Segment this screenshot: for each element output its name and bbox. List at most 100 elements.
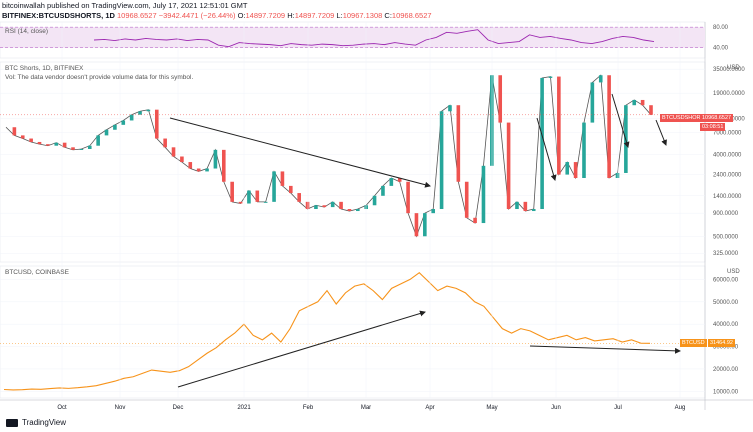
tradingview-logo-icon — [6, 418, 18, 427]
time-axis-label: Jun — [551, 405, 561, 411]
shorts-tick-label: 7000.0000 — [713, 130, 742, 136]
shorts-last-value-tag: 10968.6527 — [700, 114, 734, 122]
shorts-candle — [372, 195, 377, 206]
open-value: 14897.7209 — [245, 11, 286, 20]
shorts-countdown: 03:08:51 — [702, 124, 724, 130]
open-label: O: — [237, 11, 246, 20]
shorts-candle — [531, 209, 536, 212]
shorts-candle — [29, 138, 33, 142]
publish-info: bitcoinwallah published on TradingView.c… — [2, 1, 248, 10]
shorts-candle — [255, 190, 260, 202]
shorts-candle — [12, 127, 17, 136]
shorts-candle — [62, 142, 67, 148]
shorts-candle — [439, 111, 444, 210]
shorts-candle — [615, 172, 620, 179]
time-axis-label: Aug — [675, 405, 686, 411]
price-change: −3942.4471 (−26.44%) — [158, 11, 236, 20]
shorts-title: BTC Shorts, 1D, BITFINEX — [5, 65, 84, 72]
shorts-candle — [54, 142, 59, 146]
shorts-candle — [180, 156, 184, 163]
shorts-candle — [87, 145, 92, 149]
shorts-tick-label: 2400.0000 — [713, 173, 742, 179]
shorts-candle — [548, 76, 553, 78]
time-axis-label: Oct — [57, 405, 67, 411]
shorts-candle — [322, 205, 327, 208]
shorts-candle — [431, 209, 436, 214]
shorts-candle — [146, 109, 151, 112]
time-axis-label: Jul — [614, 405, 622, 411]
shorts-candle — [632, 99, 637, 106]
shorts-candle — [540, 77, 544, 210]
shorts-candle — [37, 141, 42, 145]
low-value: 10967.1308 — [342, 11, 383, 20]
footer-brand: TradingView — [22, 418, 67, 427]
shorts-candle — [339, 201, 343, 210]
btc-tick-label: 60000.00 — [713, 277, 739, 283]
shorts-last-value: 10968.6527 — [702, 115, 732, 121]
btc-tick-label: 40000.00 — [713, 322, 739, 328]
shorts-candle — [565, 162, 570, 175]
shorts-candle — [138, 111, 142, 115]
time-axis-label: Nov — [115, 405, 126, 411]
close-label: C: — [384, 11, 392, 20]
shorts-candle — [481, 165, 486, 224]
time-axis-label: 2021 — [237, 405, 251, 411]
rsi-tick-label: 80.00 — [713, 25, 729, 31]
shorts-candle — [473, 217, 477, 224]
shorts-candle — [263, 201, 268, 203]
shorts-countdown-tag: 03:08:51 — [700, 123, 726, 131]
shorts-candle — [582, 122, 586, 179]
btc-last-tag: BTCUSD — [680, 339, 707, 347]
time-axis-label: Dec — [173, 405, 184, 411]
shorts-candle — [272, 171, 276, 202]
shorts-candle — [607, 75, 611, 179]
shorts-candle — [205, 168, 209, 172]
shorts-candle — [121, 120, 126, 125]
shorts-tick-label: 4000.0000 — [713, 152, 742, 158]
shorts-candle — [389, 178, 394, 186]
shorts-candle — [113, 124, 117, 130]
shorts-candle — [590, 82, 595, 123]
shorts-candle — [423, 213, 427, 237]
shorts-candle — [104, 129, 109, 136]
btc-series-line — [3, 271, 651, 391]
shorts-candle — [230, 181, 234, 202]
shorts-candle — [314, 205, 318, 210]
shorts-candle — [171, 147, 176, 157]
annotation-arrow — [529, 345, 681, 354]
shorts-candle — [163, 138, 167, 148]
shorts-candle — [406, 181, 410, 214]
shorts-candle — [523, 201, 528, 212]
shorts-candle — [289, 185, 293, 194]
shorts-candle — [20, 135, 25, 139]
shorts-candle — [188, 162, 193, 169]
rsi-tick-label: 40.00 — [713, 46, 729, 52]
low-label: L: — [336, 11, 343, 20]
shorts-tick-label: 325.0000 — [713, 251, 739, 257]
shorts-candle — [46, 144, 50, 146]
rsi-title: RSI (14, close) — [5, 28, 48, 35]
shorts-candle — [557, 76, 561, 175]
shorts-candle — [464, 181, 469, 218]
shorts-tick-label: 1400.0000 — [713, 194, 742, 200]
last-price: 10968.6527 — [117, 11, 157, 20]
shorts-candle — [305, 201, 310, 210]
shorts-candle — [154, 109, 159, 139]
shorts-candle — [448, 105, 452, 112]
time-axis-label: Apr — [425, 405, 434, 411]
shorts-tick-label: 35000.0000 — [713, 67, 745, 73]
shorts-candle — [247, 190, 251, 204]
close-value: 10968.6527 — [391, 11, 432, 20]
annotation-arrow — [177, 310, 426, 388]
high-label: H: — [287, 11, 295, 20]
shorts-candle — [79, 148, 84, 150]
shorts-candle — [297, 193, 301, 202]
btc-tick-label: 50000.00 — [713, 300, 739, 306]
time-axis-label: Feb — [303, 405, 314, 411]
shorts-candle — [330, 201, 335, 208]
shorts-candle — [71, 147, 75, 150]
footer: TradingView — [6, 418, 66, 427]
btc-title: BTCUSD, COINBASE — [5, 269, 69, 276]
shorts-candle — [221, 149, 226, 182]
